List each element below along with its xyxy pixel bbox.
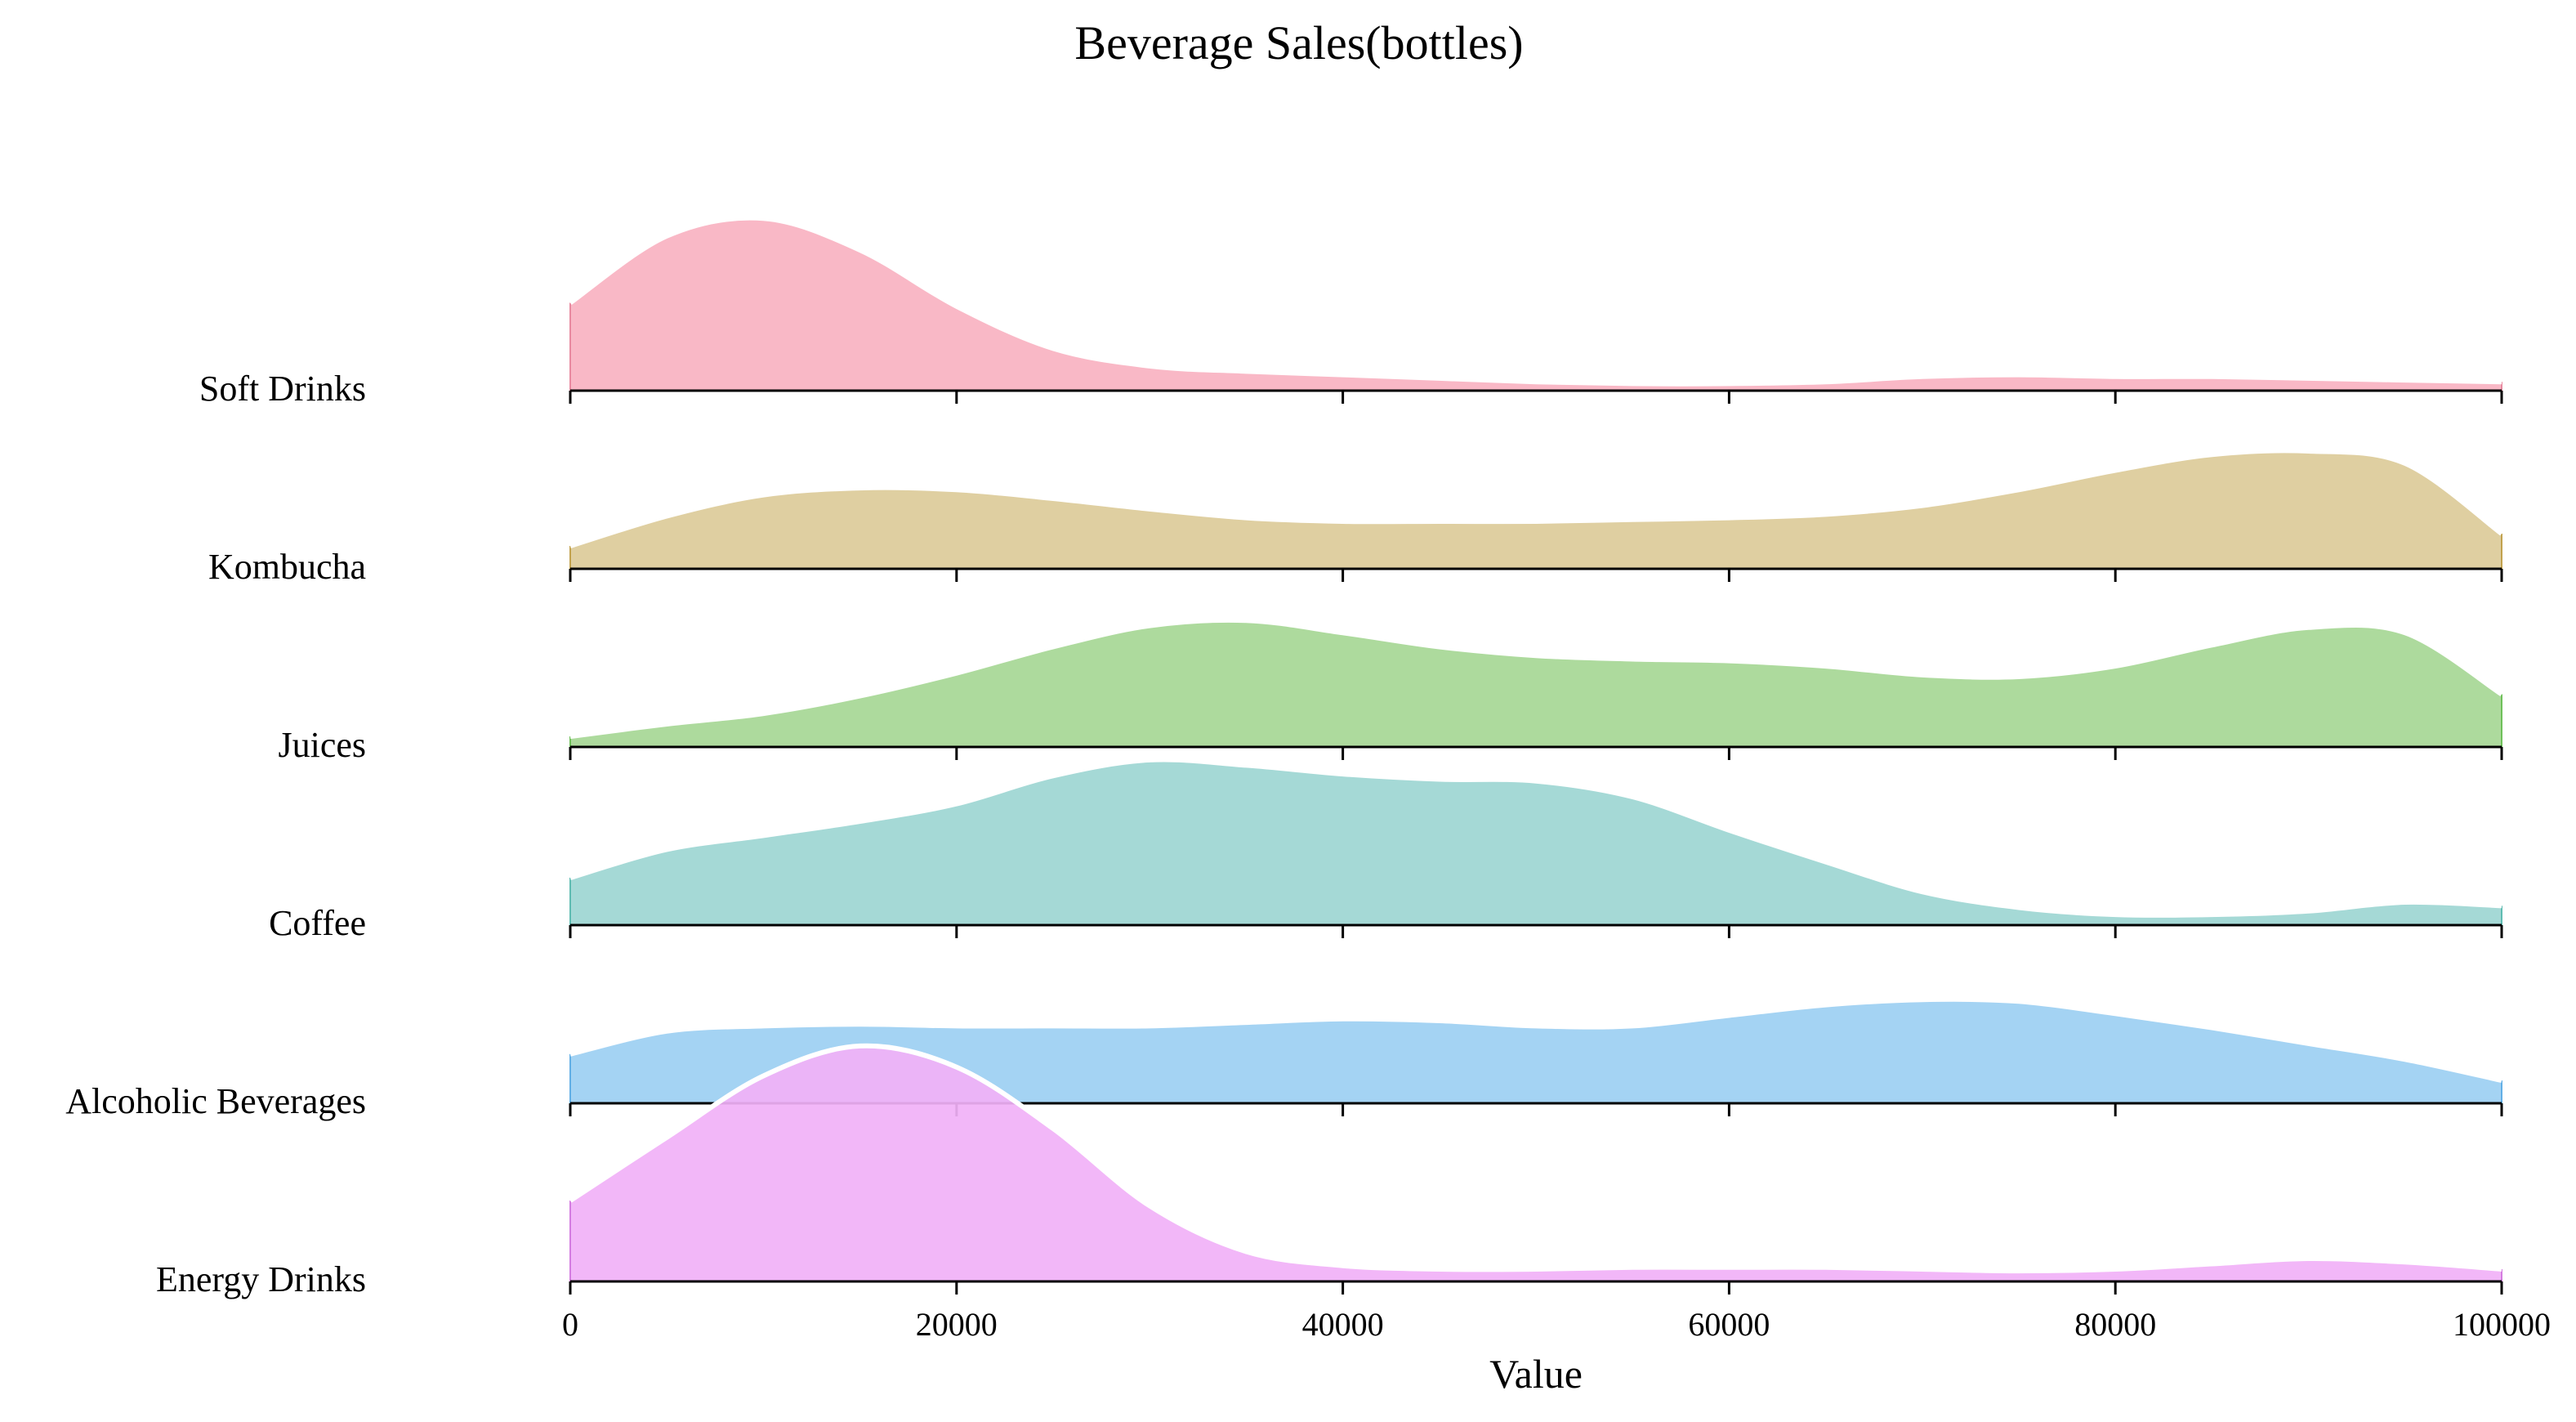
- x-tick-label: 0: [562, 1306, 578, 1343]
- x-tick-label: 20000: [916, 1306, 998, 1343]
- x-axis-label: Value: [1489, 1351, 1583, 1397]
- ridge-area: [570, 619, 2502, 747]
- series-label: Energy Drinks: [156, 1259, 366, 1299]
- ridge-group: Soft Drinks: [199, 215, 2503, 409]
- x-tick-label: 60000: [1688, 1306, 1770, 1343]
- ridge-group: Alcoholic Beverages: [65, 996, 2503, 1121]
- series-label: Coffee: [269, 903, 366, 943]
- ridge-area: [570, 1045, 2502, 1281]
- x-tick-label: 40000: [1302, 1306, 1384, 1343]
- ridges-layer: Soft Drinks Kombucha Juices Coffee Alcoholic…: [65, 215, 2503, 1299]
- x-tick-label: 80000: [2074, 1306, 2156, 1343]
- x-tick-layer: 0 20000 40000 60000 80000 100000: [562, 1306, 2551, 1343]
- ridge-area: [570, 217, 2502, 391]
- series-label: Kombucha: [208, 547, 366, 587]
- chart-title: Beverage Sales(bottles): [1074, 16, 1523, 69]
- ridge-area: [570, 999, 2502, 1103]
- series-label: Soft Drinks: [199, 369, 366, 409]
- ridge-outline: [569, 1043, 2502, 1274]
- ridge-group: Coffee: [269, 757, 2503, 943]
- ridge-outline: [569, 617, 2503, 740]
- ridge-area: [570, 759, 2502, 925]
- ridge-group: Juices: [278, 617, 2503, 765]
- ridge-outline: [569, 215, 2502, 387]
- ridge-outline: [569, 448, 2503, 548]
- ridge-outline: [569, 996, 2502, 1083]
- ridge-outline: [569, 757, 2502, 918]
- ridge-area: [570, 450, 2502, 569]
- series-label: Alcoholic Beverages: [65, 1081, 366, 1121]
- ridge-group: Kombucha: [208, 448, 2503, 587]
- ridge-group: Energy Drinks: [156, 1043, 2503, 1299]
- series-label: Juices: [278, 725, 366, 765]
- x-tick-label: 100000: [2453, 1306, 2551, 1343]
